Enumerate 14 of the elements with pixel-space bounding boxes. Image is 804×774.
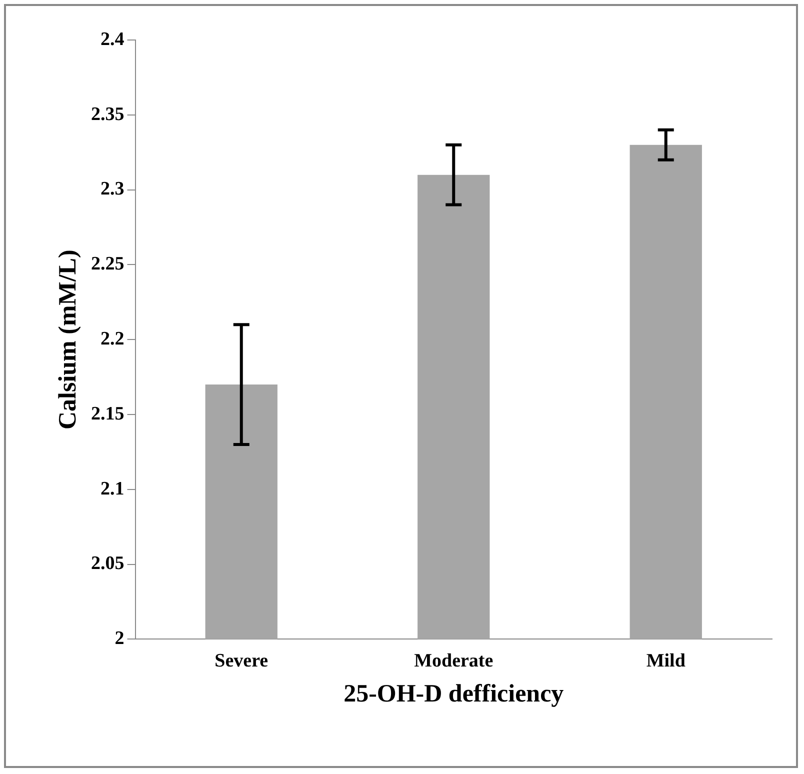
y-tick-label: 2.2	[100, 328, 124, 350]
x-axis-title: 25-OH-D defficiency	[344, 680, 564, 708]
x-tick-label: Severe	[214, 650, 268, 672]
y-tick-label: 2.05	[91, 553, 124, 574]
x-tick-label: Mild	[646, 650, 686, 672]
y-tick-label: 2.35	[91, 104, 124, 125]
y-tick-label: 2.15	[91, 403, 124, 424]
y-tick-label: 2.25	[91, 254, 124, 275]
y-tick-label: 2.1	[100, 478, 124, 500]
y-tick-label: 2.3	[100, 178, 124, 200]
y-tick-label: 2.4	[100, 28, 125, 50]
y-axis-title: Calsium (mM/L)	[54, 250, 82, 430]
x-tick-label: Moderate	[414, 650, 494, 672]
y-tick-label: 2	[114, 628, 124, 650]
